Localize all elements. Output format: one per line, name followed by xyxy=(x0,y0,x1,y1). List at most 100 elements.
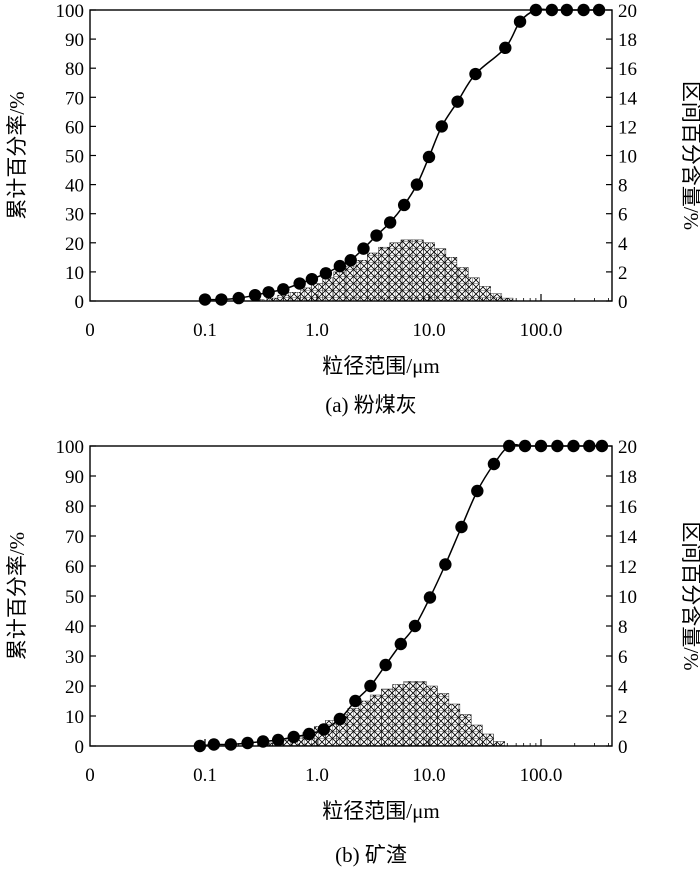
cumulative-point xyxy=(423,591,437,604)
right-y-tick-label: 12 xyxy=(618,117,637,138)
chart-panel-1: 0 10 20 30 40 50 60 70 80 90 100 0 2 4 6 8 10 12 14 16 18 20 0… xyxy=(5,1,700,417)
cumulative-point xyxy=(241,736,254,750)
left-y-tick-label: 80 xyxy=(65,59,84,80)
interval-bar xyxy=(467,277,480,302)
right-y-tick-label: 0 xyxy=(618,737,628,758)
cumulative-point xyxy=(379,658,392,672)
interval-bar xyxy=(347,708,360,747)
figure-caption: (a) 粉煤灰 xyxy=(325,393,417,417)
cumulative-point xyxy=(256,735,270,748)
right-y-tick-label: 16 xyxy=(618,59,637,80)
interval-bar xyxy=(456,267,469,302)
right-y-axis-title: 区间百分含量/% xyxy=(679,521,700,670)
x-tick-label: 10.0 xyxy=(412,765,445,786)
right-y-tick-label: 14 xyxy=(618,527,638,548)
cumulative-point xyxy=(577,3,590,17)
cumulative-point xyxy=(469,67,482,81)
cumulative-point xyxy=(357,242,370,255)
cumulative-point xyxy=(545,3,559,17)
right-y-tick-label: 20 xyxy=(618,437,637,458)
cumulative-point xyxy=(215,293,228,306)
left-y-tick-label: 70 xyxy=(65,527,84,548)
right-y-tick-label: 14 xyxy=(618,88,638,109)
right-y-tick-label: 20 xyxy=(618,1,637,22)
cumulative-point xyxy=(567,439,580,453)
cumulative-point xyxy=(439,558,452,571)
left-y-tick-label: 30 xyxy=(65,205,84,226)
cumulative-point xyxy=(207,738,221,751)
cumulative-point xyxy=(302,727,316,741)
interval-bar xyxy=(369,694,382,747)
right-y-tick-label: 8 xyxy=(618,617,628,638)
x-tick-label: 100.0 xyxy=(520,320,563,341)
cumulative-point xyxy=(422,150,436,164)
cumulative-point xyxy=(370,229,383,242)
interval-bar xyxy=(381,688,393,747)
interval-bar xyxy=(470,724,483,747)
left-y-tick-label: 40 xyxy=(65,617,84,638)
right-y-tick-label: 10 xyxy=(618,147,637,168)
interval-bar xyxy=(425,685,438,747)
cumulative-point xyxy=(333,259,347,273)
cumulative-point xyxy=(305,272,319,286)
interval-bar xyxy=(288,292,301,302)
cumulative-point xyxy=(394,637,407,651)
right-y-tick-label: 4 xyxy=(618,234,628,255)
cumulative-point xyxy=(595,439,609,453)
left-y-tick-label: 60 xyxy=(65,117,84,138)
interval-bar xyxy=(355,260,368,302)
right-y-tick-label: 12 xyxy=(618,557,637,578)
right-y-tick-label: 18 xyxy=(618,467,637,488)
interval-distribution-series xyxy=(252,239,514,302)
left-y-tick-label: 50 xyxy=(65,587,84,608)
x-tick-label: 0 xyxy=(85,320,95,341)
right-y-tick-label: 16 xyxy=(618,497,637,518)
interval-bar xyxy=(482,733,494,747)
cumulative-point xyxy=(397,198,411,212)
right-y-tick-label: 4 xyxy=(618,677,628,698)
cumulative-point xyxy=(262,286,275,299)
interval-bar xyxy=(434,248,447,302)
x-tick-label: 10.0 xyxy=(412,320,445,341)
cumulative-point xyxy=(364,679,377,693)
interval-bar xyxy=(378,246,391,302)
left-y-tick-label: 20 xyxy=(65,234,84,255)
interval-distribution-series xyxy=(257,681,506,747)
left-y-tick-label: 100 xyxy=(56,1,85,22)
interval-bar xyxy=(437,693,450,747)
left-y-axis-title: 累计百分率/% xyxy=(5,91,29,219)
cumulative-point xyxy=(592,3,606,17)
x-tick-label: 0.1 xyxy=(193,320,217,341)
cumulative-point xyxy=(560,3,574,17)
cumulative-point xyxy=(487,457,501,471)
left-y-tick-label: 10 xyxy=(65,707,84,728)
interval-bar xyxy=(445,257,458,302)
right-y-axis-title: 区间百分含量/% xyxy=(679,81,700,230)
x-axis-title: 粒径范围/μm xyxy=(322,354,439,378)
left-y-tick-label: 70 xyxy=(65,88,84,109)
interval-bar xyxy=(344,265,357,302)
left-y-tick-label: 90 xyxy=(65,30,84,51)
left-y-tick-label: 60 xyxy=(65,557,84,578)
x-tick-label: 0.1 xyxy=(193,765,217,786)
interval-bar xyxy=(479,286,491,302)
cumulative-point xyxy=(551,439,564,453)
interval-bar xyxy=(367,252,379,302)
cumulative-point xyxy=(513,15,527,28)
cumulative-point xyxy=(502,439,516,453)
cumulative-point xyxy=(451,95,464,108)
interval-bar xyxy=(459,714,472,747)
x-tick-label: 0 xyxy=(85,765,95,786)
left-y-tick-label: 30 xyxy=(65,647,84,668)
left-y-tick-label: 50 xyxy=(65,147,84,168)
x-tick-label: 100.0 xyxy=(520,765,563,786)
interval-bar xyxy=(403,681,416,747)
interval-bar xyxy=(322,277,335,302)
cumulative-point xyxy=(287,730,300,744)
right-y-tick-label: 8 xyxy=(618,176,628,197)
cumulative-point xyxy=(277,283,290,296)
cumulative-point xyxy=(344,254,357,267)
cumulative-point xyxy=(317,723,330,736)
cumulative-point xyxy=(435,120,448,133)
